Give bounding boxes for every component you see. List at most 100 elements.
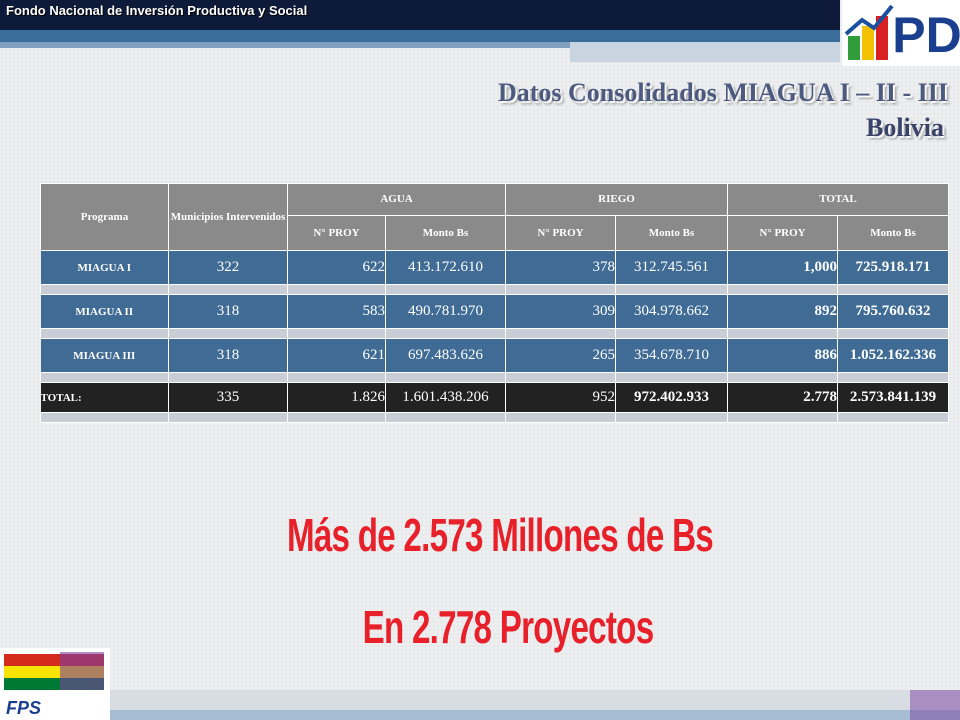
header-cell: Programa [40,183,169,251]
table-cell: 2.778 [727,382,839,413]
header-cell: Monto Bs [384,215,507,251]
gap-cell [40,328,169,339]
gap-cell [727,328,839,339]
gap-cell [168,284,288,295]
gap-cell [837,328,950,339]
gap-cell [615,372,729,383]
header-cell: TOTAL [727,183,950,216]
table-cell: MIAGUA III [40,338,169,373]
table-cell: 304.978.662 [615,294,729,329]
gap-row [40,372,950,383]
table-cell: 972.402.933 [615,382,729,413]
stripe [0,30,840,42]
header-cell: N° PROY [505,215,617,251]
table-cell: 697.483.626 [385,338,507,373]
gap-cell [40,284,169,295]
gap-cell [40,412,169,423]
table-cell: 1,000 [727,250,839,285]
table-cell: 2.573.841.139 [837,382,950,413]
table-cell: 1.052.162.336 [837,338,950,373]
logo-fps: FPS [0,648,110,720]
logo-pd: PD [842,0,960,66]
gap-cell [837,284,950,295]
logo-text: PD [892,7,960,63]
gap-cell [168,328,288,339]
header-row: Programa Municipios Intervenidos AGUA RIEGO… [40,183,950,251]
gap-cell [287,284,386,295]
total-row: TOTAL: 335 1.826 1.601.438.206 952 972.402.93… [40,382,950,413]
table-cell: 265 [505,338,617,373]
table-cell: 621 [287,338,386,373]
title: Datos Consolidados MIAGUA I – II - III [497,78,948,107]
stripe [570,42,840,62]
gap-cell [615,284,729,295]
gap-cell [727,284,839,295]
gap-cell [615,328,729,339]
table-cell: 490.781.970 [385,294,507,329]
table-cell: MIAGUA II [40,294,169,329]
table-cell: 1.826 [287,382,386,413]
gap-cell [384,372,507,383]
subtitle: Bolivia [865,113,944,142]
table-cell: 952 [505,382,617,413]
data-row: MIAGUA III 318 621 697.483.626 265 354.678.71… [40,338,950,373]
table-cell: 892 [727,294,839,329]
highlight: En 2.778 Proyectos [362,601,655,653]
table-cell: 354.678.710 [615,338,729,373]
gap-cell [505,328,617,339]
table-cell: 725.918.171 [837,250,950,285]
table-cell: 886 [727,338,839,373]
highlight: Más de 2.573 Millones de Bs [286,509,714,561]
data-row: MIAGUA II 318 583 490.781.970 309 304.978.662… [40,294,950,329]
gap-cell [727,372,839,383]
gap-cell [40,372,169,383]
table-cell: 378 [505,250,617,285]
stripe [0,42,570,48]
gap-cell [384,284,507,295]
header-cell: AGUA [286,183,507,216]
logo-text: FPS [6,698,41,718]
gap-cell [615,412,729,423]
table-cell: 622 [287,250,386,285]
gap-row [40,284,950,295]
table-cell: TOTAL: [40,382,169,413]
gap-row [40,328,950,339]
org-name: Fondo Nacional de Inversión Productiva y… [6,3,308,18]
gap-cell [505,412,617,423]
gap-cell [837,372,950,383]
header-cell: N° PROY [727,215,839,251]
gap-cell [287,328,386,339]
table-cell: 312.745.561 [615,250,729,285]
gap-cell [287,372,386,383]
table-cell: 795.760.632 [837,294,950,329]
table-cell: 583 [287,294,386,329]
gap-cell [168,372,288,383]
header-cell: RIEGO [505,183,729,216]
footer-decoration [110,690,960,720]
data-table: Programa Municipios Intervenidos AGUA RIEGO… [40,183,950,423]
gap-cell [384,328,507,339]
gap-cell [837,412,950,423]
table-cell: 318 [168,338,288,373]
top-bar [0,0,840,30]
gap-cell [287,412,386,423]
gap-row [40,412,950,423]
header-cell: Monto Bs [837,215,950,251]
gap-cell [505,284,617,295]
table-cell: 322 [168,250,288,285]
table-cell: 318 [168,294,288,329]
gap-cell [384,412,507,423]
data-row: MIAGUA I 322 622 413.172.610 378 312.745.561 1… [40,250,950,285]
gap-cell [168,412,288,423]
header-row: N° PROY Monto Bs N° PROY Monto Bs N° PROY Mon… [41,215,950,251]
header-cell: Municipios Intervenidos [168,183,288,251]
gap-cell [505,372,617,383]
table-cell: 335 [168,382,288,413]
header-cell: N° PROY [287,215,386,251]
table-cell: 413.172.610 [385,250,507,285]
table-cell: MIAGUA I [40,250,169,285]
table-cell: 1.601.438.206 [385,382,507,413]
table-cell: 309 [505,294,617,329]
header-cell: Monto Bs [615,215,729,251]
